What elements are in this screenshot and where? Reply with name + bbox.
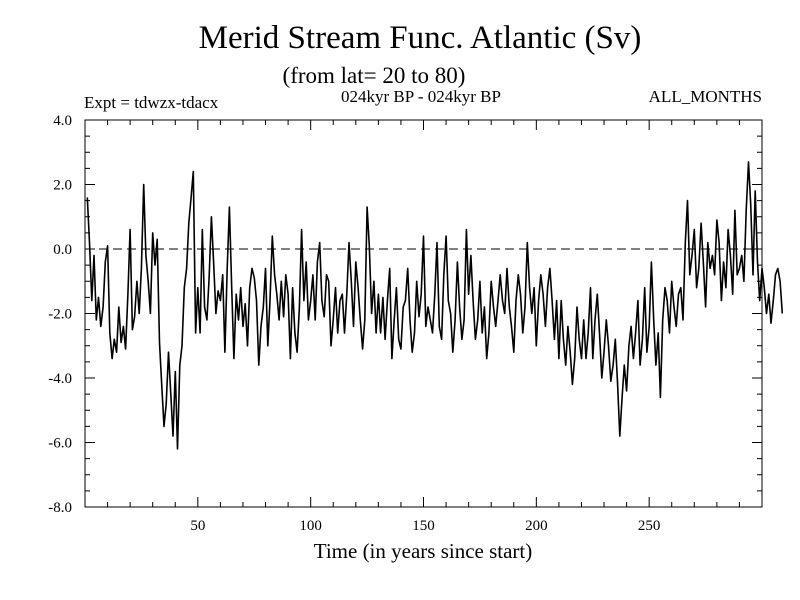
experiment-label: Expt = tdwzx-tdacx <box>84 93 219 112</box>
x-axis-label: Time (in years since start) <box>314 539 533 563</box>
y-tick-labels: 4.0 2.0 0.0 -2.0 -4.0 -6.0 -8.0 <box>48 113 72 516</box>
chart-subtitle: (from lat= 20 to 80) <box>283 63 466 88</box>
plot-frame <box>84 119 763 508</box>
y-tick-label: 0.0 <box>53 242 72 258</box>
y-tick-label: 2.0 <box>53 178 72 194</box>
y-tick-label: 4.0 <box>53 113 72 129</box>
y-tick-label: -2.0 <box>48 307 72 323</box>
x-tick-label: 150 <box>412 518 435 534</box>
x-tick-label: 250 <box>638 518 661 534</box>
x-tick-label: 200 <box>525 518 548 534</box>
period-label: 024kyr BP - 024kyr BP <box>341 87 501 106</box>
x-tick-label: 50 <box>190 518 205 534</box>
y-tick-label: -4.0 <box>48 371 72 387</box>
y-tick-label: -8.0 <box>48 500 72 516</box>
chart-title: Merid Stream Func. Atlantic (Sv) <box>199 20 642 56</box>
x-tick-labels: 50 100 150 200 250 <box>190 518 660 534</box>
axis-ticks <box>84 119 763 508</box>
x-tick-label: 100 <box>299 518 322 534</box>
y-tick-label: -6.0 <box>48 436 72 452</box>
months-label: ALL_MONTHS <box>649 87 762 106</box>
series-line <box>86 161 784 450</box>
